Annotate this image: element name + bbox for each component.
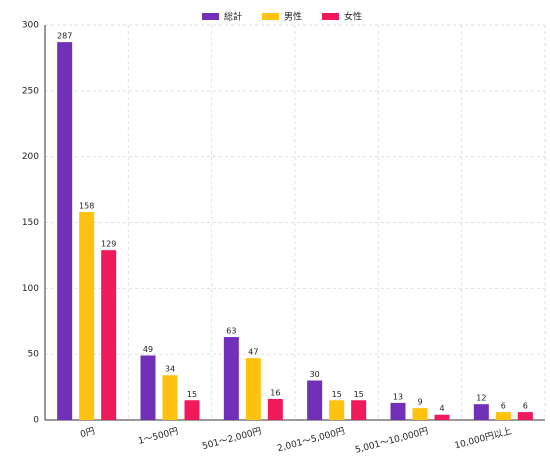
- data-label: 129: [101, 240, 116, 249]
- data-label: 30: [310, 370, 320, 379]
- bar: [245, 358, 261, 420]
- legend-label: 女性: [344, 11, 362, 23]
- data-label: 34: [165, 365, 175, 374]
- legend-label: 男性: [284, 11, 302, 23]
- bar: [162, 375, 178, 420]
- bar: [101, 250, 117, 420]
- bar: [184, 400, 200, 420]
- bar: [434, 414, 450, 420]
- bar: [351, 400, 367, 420]
- data-label: 6: [501, 402, 506, 411]
- data-label: 287: [57, 32, 72, 41]
- data-label: 49: [143, 345, 153, 354]
- x-tick-label: 501〜2,000円: [201, 426, 263, 452]
- bar: [307, 380, 323, 420]
- y-tick-label: 250: [22, 86, 39, 96]
- data-label: 12: [476, 394, 486, 403]
- bar: [412, 408, 428, 420]
- data-label: 6: [523, 402, 528, 411]
- x-tick-label: 2,001〜5,000円: [276, 426, 346, 455]
- data-label: 63: [226, 327, 236, 336]
- bar: [495, 412, 511, 420]
- data-label: 47: [248, 348, 258, 357]
- x-tick-label: 1〜500円: [137, 426, 179, 447]
- data-label: 15: [187, 390, 197, 399]
- y-tick-label: 0: [33, 416, 39, 426]
- bar: [329, 400, 345, 420]
- data-label: 16: [270, 388, 280, 397]
- bar: [473, 404, 489, 420]
- y-tick-label: 100: [22, 284, 39, 294]
- bar: [267, 398, 283, 420]
- data-label: 15: [332, 390, 342, 399]
- data-label: 4: [439, 404, 444, 413]
- legend-swatch: [262, 13, 279, 20]
- data-label: 158: [79, 201, 94, 210]
- data-label: 9: [417, 398, 422, 407]
- bar: [223, 337, 239, 420]
- y-tick-label: 200: [22, 152, 39, 162]
- legend-swatch: [202, 13, 219, 20]
- y-tick-label: 50: [28, 350, 40, 360]
- bar: [140, 355, 156, 420]
- bar: [517, 412, 533, 420]
- x-tick-label: 0円: [79, 426, 96, 440]
- bar: [57, 42, 73, 420]
- x-tick-label: 10,000円以上: [453, 426, 512, 452]
- bar: [79, 211, 95, 420]
- y-tick-label: 150: [22, 218, 39, 228]
- x-tick-label: 5,001〜10,000円: [354, 426, 430, 456]
- legend-swatch: [322, 13, 339, 20]
- y-tick-label: 300: [22, 21, 39, 31]
- data-label: 13: [393, 392, 403, 401]
- bar: [390, 402, 406, 420]
- data-label: 15: [354, 390, 364, 399]
- legend-label: 総計: [224, 11, 242, 23]
